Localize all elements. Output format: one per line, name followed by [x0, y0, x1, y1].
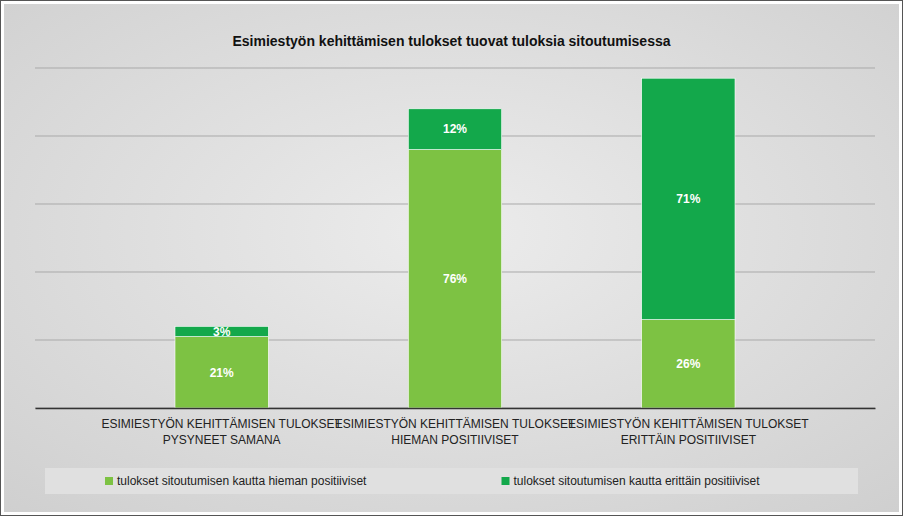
legend: tulokset sitoutumisen kautta hieman posi…: [45, 468, 858, 494]
plot-area: 21% 76% 26% 3% 12% 71% ESIMIESTYÖN KEHITTÄMISE…: [35, 68, 876, 447]
bar-segment: [175, 337, 268, 408]
chart-title: Esimiestyön kehittämisen tulokset tuovat…: [232, 33, 670, 49]
data-label: 21%: [210, 366, 234, 380]
data-label: 12%: [443, 122, 467, 136]
data-label: 26%: [676, 357, 700, 371]
grid: [35, 68, 875, 408]
data-label: 71%: [676, 192, 700, 206]
legend-swatch: [502, 477, 510, 485]
bars: [175, 78, 735, 408]
x-axis: ESIMIESTYÖN KEHITTÄMISEN TULOKSETPYSYNEE…: [36, 408, 876, 447]
legend-swatch: [105, 477, 113, 485]
chart-svg: Esimiestyön kehittämisen tulokset tuovat…: [0, 0, 903, 516]
data-label: 76%: [443, 272, 467, 286]
bar-segment: [642, 78, 735, 319]
data-labels: 21% 76% 26% 3% 12% 71%: [210, 122, 701, 379]
bar-segment: [408, 150, 501, 408]
legend-box: [45, 468, 858, 494]
bar-segment: [408, 109, 501, 150]
legend-label: tulokset sitoutumisen kautta hieman posi…: [117, 474, 367, 488]
chart-background: [4, 4, 899, 512]
x-tick-label: ESIMIESTYÖN KEHITTÄMISEN TULOKSETPYSYNEE…: [101, 417, 342, 447]
outer-frame: [1, 1, 903, 516]
x-tick-label: ESIMIESTYÖN KEHITTÄMISEN TULOKSETHIEMAN …: [335, 417, 576, 447]
grid-line: [35, 68, 875, 69]
legend-label: tulokset sitoutumisen kautta erittäin po…: [514, 474, 761, 488]
x-tick-label: ESIMIESTYÖN KEHITTÄMISEN TULOKSETERITTÄI…: [568, 417, 809, 447]
x-axis-line: [36, 408, 876, 410]
bar-segment: [642, 320, 735, 408]
data-label: 3%: [213, 325, 231, 339]
